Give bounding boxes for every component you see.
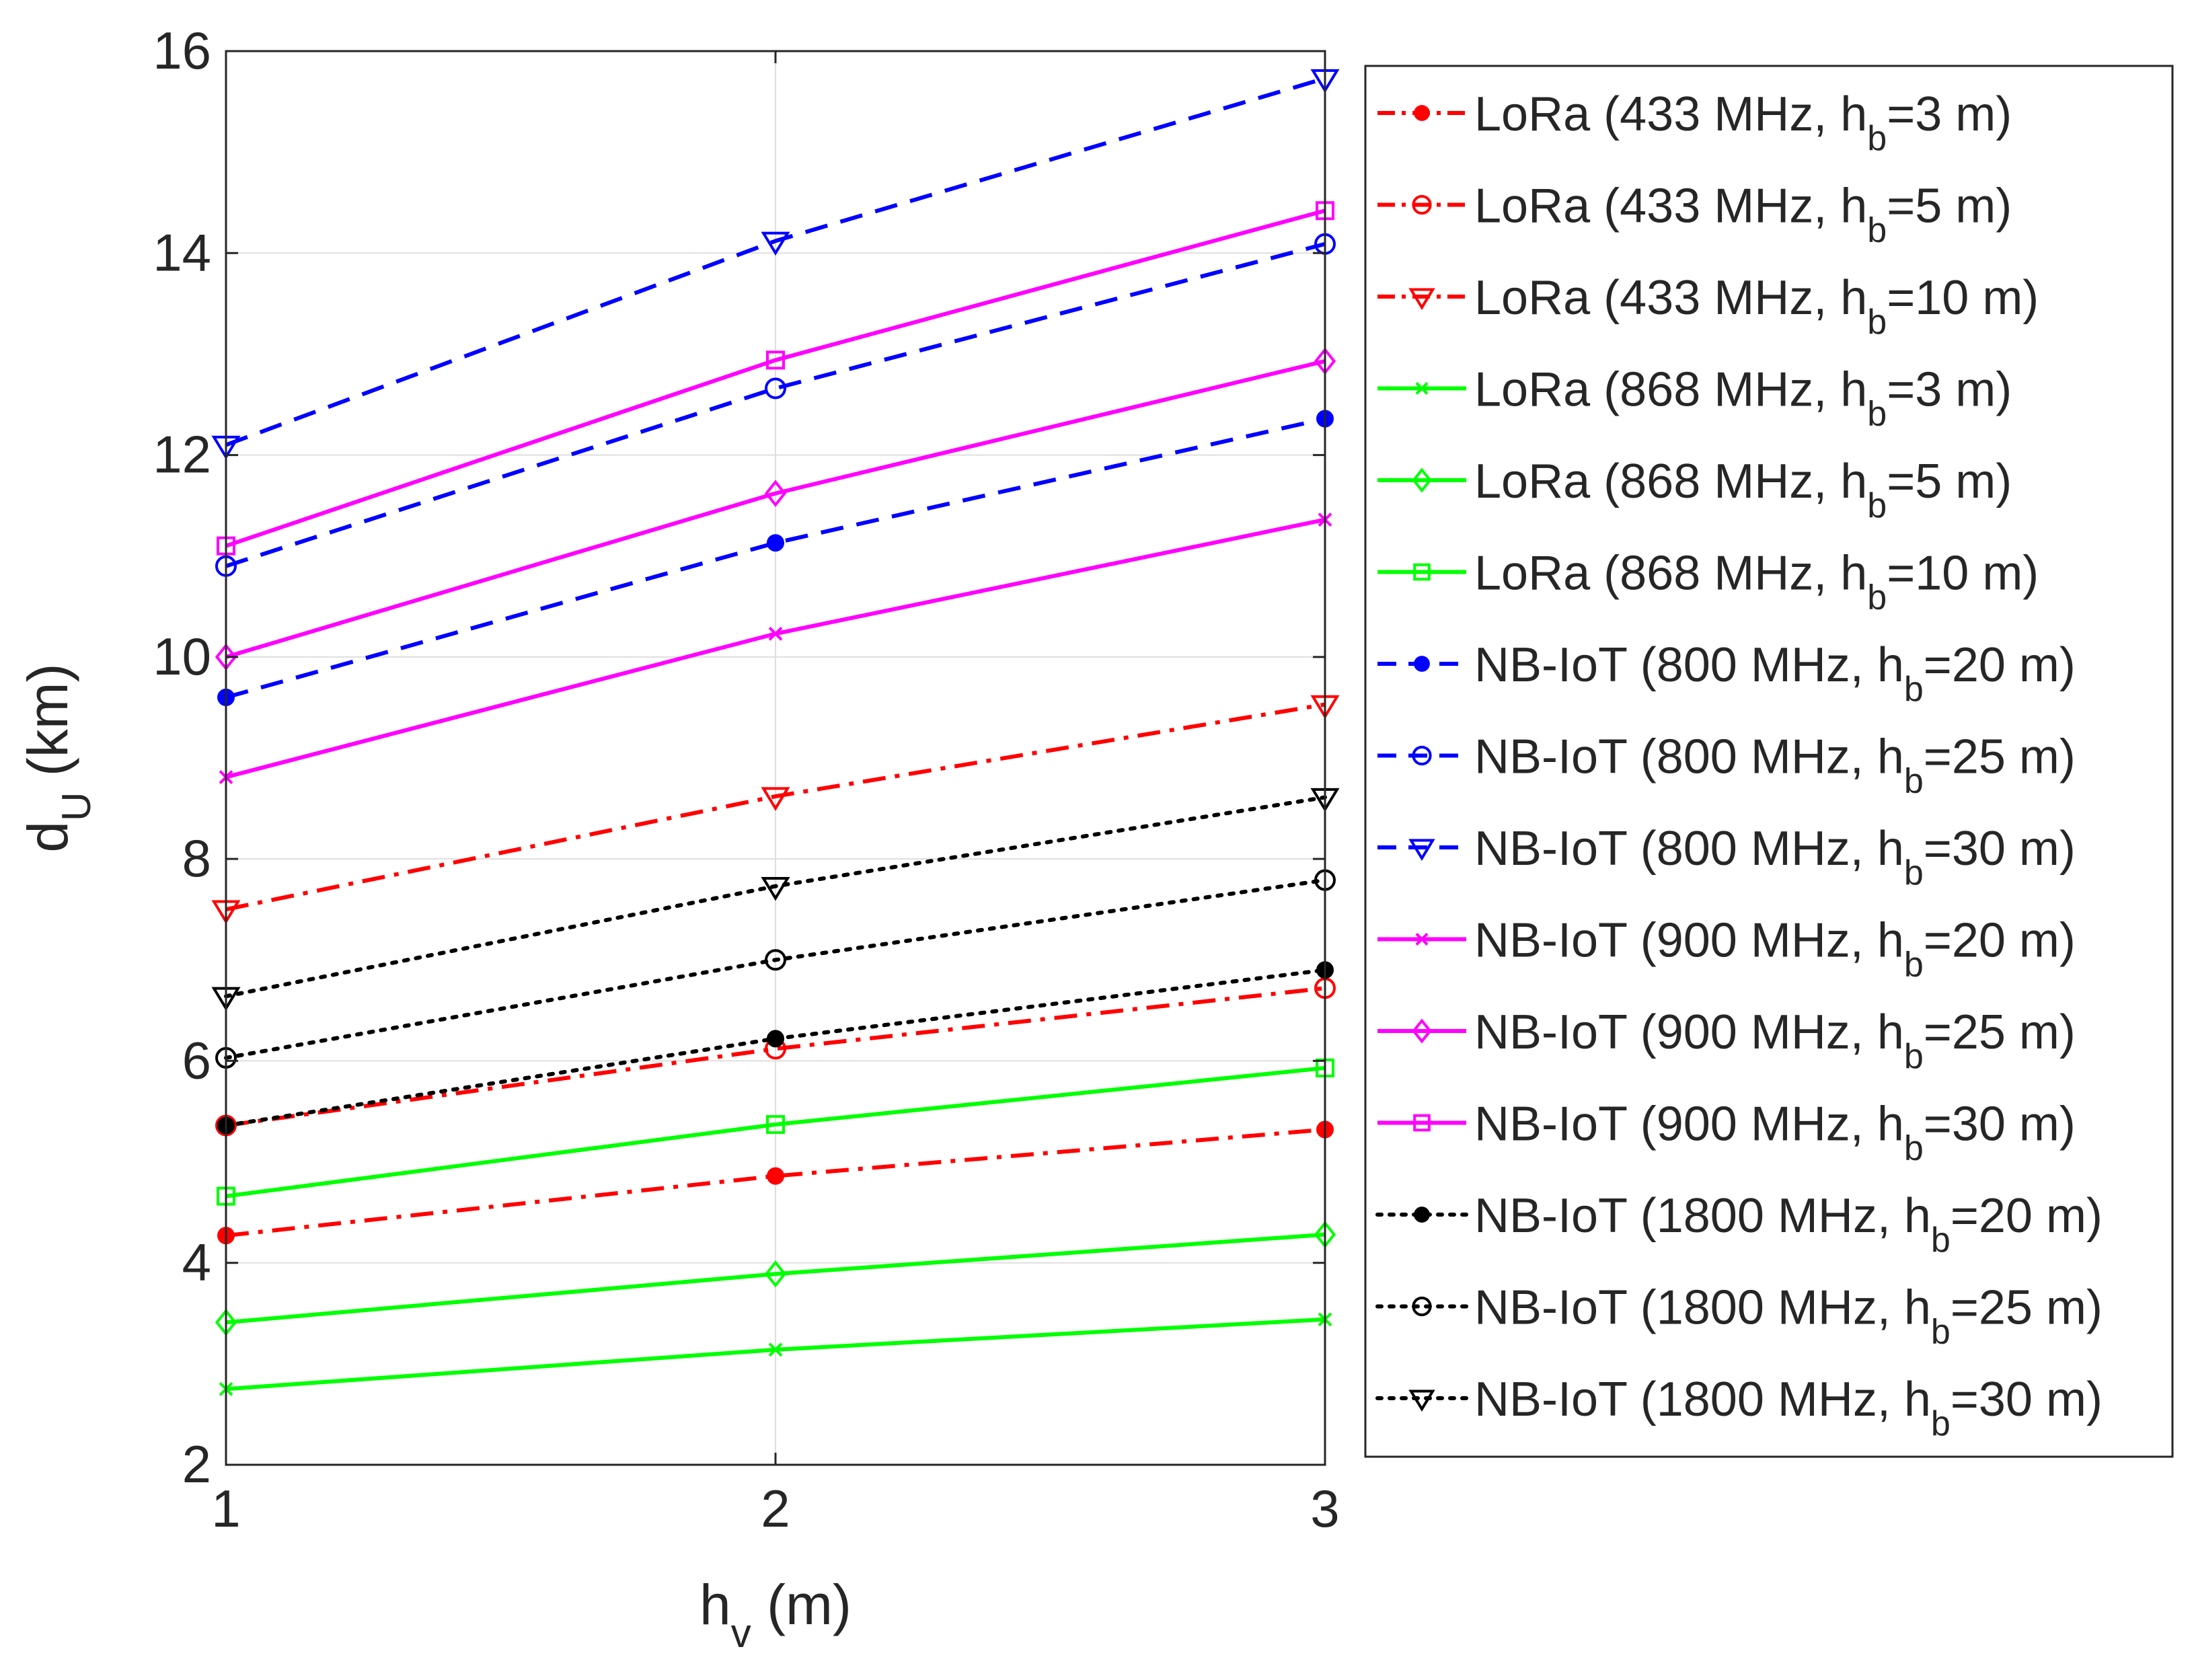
- series-10: [219, 512, 1332, 784]
- legend-label: LoRa (433 MHz, hb=3 m): [1474, 87, 2012, 158]
- legend-swatch-marker: [1414, 656, 1430, 672]
- y-tick-label: 4: [182, 1233, 211, 1292]
- legend-item: NB-IoT (1800 MHz, hb=25 m): [1375, 1281, 2103, 1352]
- series-line: [225, 359, 1326, 659]
- data-point: [761, 231, 790, 256]
- y-tick-label: 14: [153, 223, 211, 282]
- legend-item: LoRa (433 MHz, hb=10 m): [1377, 271, 2039, 342]
- legend-item: LoRa (433 MHz, hb=5 m): [1377, 180, 2012, 250]
- series-line: [225, 208, 1326, 548]
- y-tick-label: 12: [153, 425, 211, 484]
- legend-item: NB-IoT (800 MHz, hb=30 m): [1377, 822, 2076, 892]
- legend-swatch-marker: [1415, 932, 1429, 946]
- data-point: [765, 949, 786, 971]
- legend-label: NB-IoT (800 MHz, hb=25 m): [1474, 730, 2076, 801]
- legend-swatch-marker: [1415, 381, 1429, 395]
- data-point: [768, 1342, 783, 1357]
- legend-item: LoRa (868 MHz, hb=5 m): [1377, 455, 2012, 525]
- legend-swatch-marker: [1414, 1207, 1430, 1223]
- series-line: [224, 878, 1327, 1060]
- y-tick-label: 8: [182, 829, 211, 888]
- series-line: [225, 1065, 1326, 1198]
- legend-label: NB-IoT (1800 MHz, hb=20 m): [1474, 1189, 2103, 1260]
- legend-label: LoRa (433 MHz, hb=10 m): [1474, 271, 2039, 342]
- legend-item: LoRa (433 MHz, hb=3 m): [1377, 87, 2012, 158]
- legend-label: LoRa (868 MHz, hb=10 m): [1474, 547, 2039, 617]
- series-line: [225, 241, 1326, 568]
- x-tick-label: 3: [1310, 1479, 1339, 1538]
- data-point: [767, 1030, 784, 1048]
- legend-item: LoRa (868 MHz, hb=10 m): [1377, 547, 2039, 617]
- legend-item: LoRa (868 MHz, hb=3 m): [1377, 363, 2012, 434]
- legend-item: NB-IoT (900 MHz, hb=25 m): [1377, 1005, 2076, 1076]
- legend-swatch-marker: [1413, 1114, 1431, 1132]
- data-point: [761, 876, 790, 901]
- data-point: [768, 626, 783, 641]
- legend-swatch-marker: [1412, 467, 1432, 493]
- legend-item: NB-IoT (1800 MHz, hb=30 m): [1375, 1373, 2103, 1443]
- series-line: [225, 76, 1326, 447]
- legend-swatch-marker: [1408, 839, 1435, 862]
- legend-item: NB-IoT (800 MHz, hb=25 m): [1377, 730, 2076, 801]
- legend-label: NB-IoT (1800 MHz, hb=25 m): [1474, 1281, 2103, 1352]
- data-point: [764, 480, 787, 507]
- legend-swatch-marker: [1412, 745, 1432, 766]
- legend-item: NB-IoT (900 MHz, hb=20 m): [1377, 914, 2076, 985]
- data-point: [765, 377, 786, 399]
- y-axis-label: dU (km): [16, 663, 99, 852]
- legend: LoRa (433 MHz, hb=3 m) LoRa (433 MHz, hb=…: [1364, 65, 2174, 1458]
- legend-swatch-marker: [1408, 1389, 1435, 1412]
- y-tick-label: 16: [153, 21, 211, 80]
- legend-label: NB-IoT (900 MHz, hb=20 m): [1474, 914, 2076, 985]
- legend-swatch-marker: [1412, 1018, 1432, 1044]
- series-line: [224, 795, 1327, 999]
- legend-label: NB-IoT (1800 MHz, hb=30 m): [1474, 1373, 2103, 1443]
- data-point: [767, 1167, 784, 1185]
- legend-label: LoRa (433 MHz, hb=5 m): [1474, 180, 2012, 250]
- legend-box: [1364, 65, 2174, 1458]
- y-tick-label: 6: [182, 1030, 211, 1090]
- data-point: [767, 534, 784, 552]
- series-line: [225, 702, 1326, 912]
- y-tick-label: 10: [153, 627, 211, 686]
- legend-label: NB-IoT (800 MHz, hb=20 m): [1474, 638, 2076, 709]
- data-point: [766, 350, 785, 370]
- legend-label: NB-IoT (800 MHz, hb=30 m): [1474, 822, 2076, 892]
- data-point: [766, 1115, 785, 1135]
- legend-label: LoRa (868 MHz, hb=5 m): [1474, 455, 2012, 525]
- y-tick-label: 2: [182, 1435, 211, 1494]
- legend-swatch-marker: [1412, 194, 1432, 215]
- legend-item: NB-IoT (900 MHz, hb=30 m): [1377, 1098, 2076, 1168]
- x-tick-label: 2: [761, 1479, 790, 1538]
- legend-item: NB-IoT (800 MHz, hb=20 m): [1377, 638, 2076, 709]
- legend-swatch-marker: [1413, 563, 1431, 581]
- x-tick-label: 1: [211, 1479, 240, 1538]
- data-point: [761, 787, 790, 811]
- legend-swatch-marker: [1414, 105, 1430, 121]
- legend-label: LoRa (868 MHz, hb=3 m): [1474, 363, 2012, 434]
- legend-swatch-marker: [1412, 1296, 1432, 1317]
- legend-label: NB-IoT (900 MHz, hb=25 m): [1474, 1005, 2076, 1076]
- series-line: [225, 1232, 1326, 1325]
- series-line: [225, 416, 1326, 699]
- legend-item: NB-IoT (1800 MHz, hb=20 m): [1375, 1189, 2103, 1260]
- data-point: [764, 1260, 787, 1288]
- x-axis-label: hv (m): [699, 1573, 852, 1656]
- legend-swatch-marker: [1408, 288, 1435, 311]
- legend-label: NB-IoT (900 MHz, hb=30 m): [1474, 1098, 2076, 1168]
